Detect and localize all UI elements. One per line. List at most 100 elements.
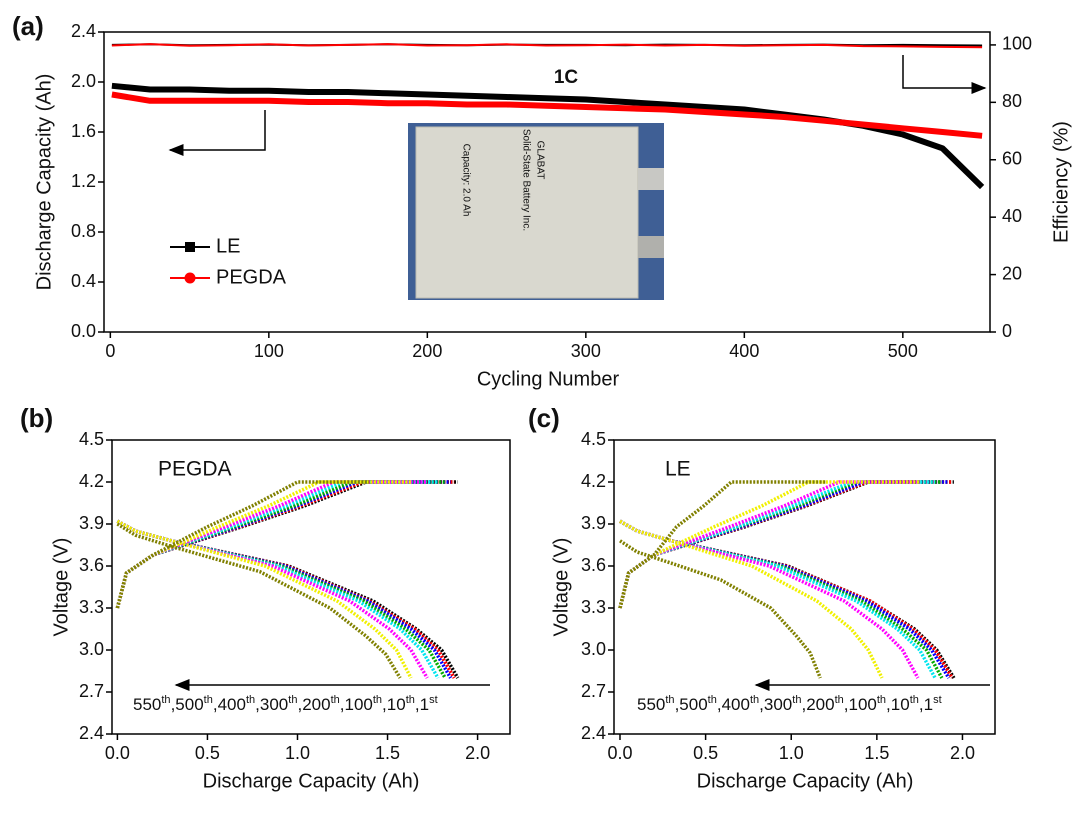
cycle-suffix: th (373, 694, 382, 706)
separator: , (717, 695, 722, 714)
x-tick-label: 100 (254, 341, 284, 361)
y-tick-label: 4.5 (581, 429, 606, 449)
annotation: 1C (554, 67, 579, 88)
cycle-number: 500 (175, 695, 203, 714)
legend-label: LE (216, 235, 240, 257)
cycle-number: 550 (637, 695, 665, 714)
plot-frame (613, 439, 996, 735)
y-tick-label: 2.4 (71, 21, 96, 41)
axis-arrow (168, 110, 266, 156)
x-tick-label: 1.0 (779, 743, 804, 763)
y-tick-label: 0.0 (71, 321, 96, 341)
cycle-suffix: th (161, 694, 170, 706)
cycle-number: 200 (806, 695, 834, 714)
y-tick-label: 2.7 (581, 681, 606, 701)
inset-text: Capacity: 2.0 Ah (460, 144, 471, 217)
x-tick-label: 1.0 (285, 743, 310, 763)
x-tick-label: 0 (105, 341, 115, 361)
cycle-labels: 550th,500th,400th,300th,200th,100th,10th… (133, 694, 438, 715)
y-tick-label: 3.0 (581, 639, 606, 659)
y-tick-label: 3.9 (581, 513, 606, 533)
y-axis-title: Voltage (V) (50, 538, 72, 637)
legend-marker (185, 242, 195, 252)
cycle-suffix: th (665, 694, 674, 706)
cycle-number: 400 (722, 695, 750, 714)
y-tick-label: 0.8 (71, 221, 96, 241)
cycle-number: 550 (133, 695, 161, 714)
cycle-number: 300 (764, 695, 792, 714)
efficiency-line (111, 43, 983, 49)
cycle-number: 10 (387, 695, 406, 714)
annotation: LE (665, 458, 691, 481)
x-tick-label: 2.0 (465, 743, 490, 763)
cycle-suffix: th (288, 694, 297, 706)
cycle-suffix: st (933, 694, 942, 706)
y-tick-label: 3.6 (79, 555, 104, 575)
y2-tick-label: 40 (1002, 206, 1022, 226)
y2-tick-label: 0 (1002, 321, 1012, 341)
data-line (115, 480, 460, 679)
x-tick-label: 0.5 (195, 743, 220, 763)
cycle-labels: 550th,500th,400th,300th,200th,100th,10th… (637, 694, 942, 715)
y-tick-label: 2.7 (79, 681, 104, 701)
y-tick-label: 2.4 (581, 723, 606, 743)
cycle-suffix: th (792, 694, 801, 706)
separator: , (340, 695, 345, 714)
x-tick-label: 1.5 (375, 743, 400, 763)
cycle-number: 500 (679, 695, 707, 714)
x-axis-title: Discharge Capacity (Ah) (697, 770, 914, 792)
y-tick-label: 2.4 (79, 723, 104, 743)
data-line (111, 91, 983, 139)
x-tick-label: 0.0 (607, 743, 632, 763)
cycle-number: 1 (924, 695, 933, 714)
cycle-number: 100 (848, 695, 876, 714)
battery-pouch (415, 126, 639, 299)
separator: , (415, 695, 420, 714)
cycle-number: 200 (302, 695, 330, 714)
x-tick-label: 400 (729, 341, 759, 361)
panel-label: (c) (528, 403, 560, 433)
battery-tab (638, 236, 664, 258)
separator: , (919, 695, 924, 714)
annotation: PEGDA (158, 458, 232, 481)
x-tick-label: 300 (571, 341, 601, 361)
cycle-suffix: st (429, 694, 438, 706)
y-tick-label: 2.0 (71, 71, 96, 91)
separator: , (213, 695, 218, 714)
legend-marker (184, 272, 196, 284)
y2-tick-label: 20 (1002, 263, 1022, 283)
inset-text: Solid-State Battery Inc. (520, 129, 531, 231)
panel-label: (a) (12, 11, 44, 41)
y-axis-title: Discharge Capacity (Ah) (33, 74, 55, 291)
plot-frame (111, 439, 511, 735)
plot-frame (103, 31, 991, 333)
y-tick-label: 4.2 (581, 471, 606, 491)
data-line (618, 480, 954, 679)
separator: , (171, 695, 176, 714)
y2-tick-label: 80 (1002, 91, 1022, 111)
cycle-suffix: th (246, 694, 255, 706)
separator: , (801, 695, 806, 714)
separator: , (297, 695, 302, 714)
y2-tick-label: 60 (1002, 149, 1022, 169)
y2-tick-label: 100 (1002, 34, 1032, 54)
cycle-suffix: th (750, 694, 759, 706)
y-tick-label: 3.0 (79, 639, 104, 659)
cycle-suffix: th (204, 694, 213, 706)
data-line (115, 480, 453, 679)
legend-label: PEGDA (216, 266, 287, 288)
cycle-suffix: th (331, 694, 340, 706)
cycle-suffix: th (877, 694, 886, 706)
cycle-number: 300 (260, 695, 288, 714)
cycle-suffix: th (406, 694, 415, 706)
cycle-number: 10 (891, 695, 910, 714)
y-tick-label: 1.2 (71, 171, 96, 191)
y-tick-label: 3.3 (79, 597, 104, 617)
cycle-suffix: th (835, 694, 844, 706)
y-tick-label: 3.3 (581, 597, 606, 617)
x-axis-title: Cycling Number (477, 368, 620, 390)
y-tick-label: 4.5 (79, 429, 104, 449)
data-line (618, 480, 920, 679)
